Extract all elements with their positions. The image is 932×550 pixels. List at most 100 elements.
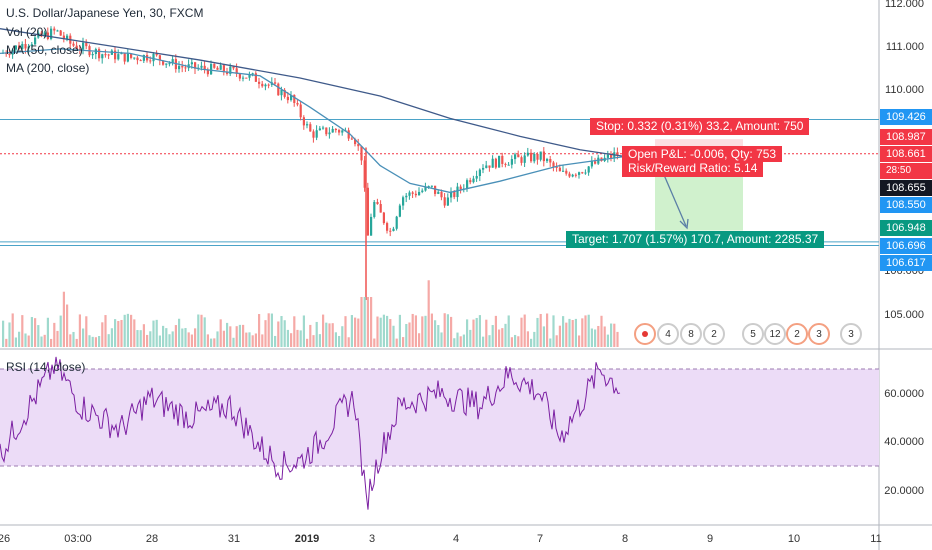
ma50-indicator-label[interactable]: MA (50, close) [6,43,83,57]
volume-bar [43,334,46,347]
candle-body [526,152,529,156]
candle-body [610,154,613,159]
candle-body [376,202,379,205]
volume-bar [443,313,446,347]
time-axis-label: 2019 [294,533,320,545]
candle-body [248,74,251,78]
time-axis-label: 11 [870,533,882,545]
candle-body [382,212,385,224]
candle-body [53,28,56,31]
volume-bar [8,322,11,347]
candle-body [405,195,408,198]
price-tag-last[interactable]: 108.661 [880,146,932,162]
candle-body [126,53,129,62]
price-tag-current[interactable]: 108.655 [880,180,932,196]
candle-body [472,178,475,183]
position-risk-reward-label[interactable]: Risk/Reward Ratio: 5.14 [622,161,764,177]
event-marker[interactable] [634,323,656,345]
volume-bar [62,291,65,347]
candle-body [232,66,235,69]
candle-body [190,62,193,65]
volume-bar [434,320,437,347]
event-marker[interactable]: 2 [703,323,725,345]
candle-body [507,164,510,166]
volume-bar [533,331,536,347]
volume-indicator-label[interactable]: Vol (20) [6,25,48,39]
volume-bar [24,333,27,347]
volume-bar [178,318,181,347]
candle-body [402,197,405,206]
candle-body [427,186,430,188]
candle-body [206,69,209,75]
position-stop-label[interactable]: Stop: 0.332 (0.31%) 33.2, Amount: 750 [590,118,810,135]
volume-bar [526,331,529,347]
candle-body [533,153,536,162]
volume-bar [344,316,347,347]
symbol-title[interactable]: U.S. Dollar/Japanese Yen, 30, FXCM [6,6,204,20]
volume-bar [430,313,433,347]
candle-body [482,167,485,170]
volume-bar [427,280,430,347]
candle-body [350,138,353,140]
candle-body [91,54,94,56]
candle-body [475,175,478,179]
price-tag-line[interactable]: 106.617 [880,255,932,271]
candle-body [85,42,88,47]
event-marker[interactable]: 2 [786,323,808,345]
price-tag-target[interactable]: 106.948 [880,220,932,236]
rsi-indicator-label[interactable]: RSI (14, close) [6,360,86,374]
volume-bar [216,331,219,347]
volume-bar [133,319,136,347]
rsi-line [0,356,621,510]
candle-body [130,53,133,58]
volume-bar [66,304,69,347]
event-marker[interactable]: 3 [840,323,862,345]
volume-bar [30,317,33,347]
ma200-indicator-label[interactable]: MA (200, close) [6,61,90,75]
price-tag-line[interactable]: 109.426 [880,109,932,125]
event-marker[interactable]: 8 [680,323,702,345]
candle-body [18,45,21,49]
volume-bar [142,324,145,347]
price-tag-line[interactable]: 106.696 [880,238,932,254]
candle-body [523,155,526,163]
event-marker[interactable]: 4 [657,323,679,345]
event-marker[interactable]: 12 [764,323,786,345]
candle-body [530,152,533,162]
candle-body [181,66,184,68]
candle-body [370,216,373,236]
volume-bar [50,338,53,347]
volume-bar [293,316,296,347]
candle-body [469,180,472,183]
event-marker[interactable]: 5 [742,323,764,345]
candle-body [357,144,360,147]
candle-body [114,50,117,60]
position-pnl-label[interactable]: Open P&L: -0.006, Qty: 753 [622,146,783,162]
volume-bar [549,338,552,347]
price-tag-stop[interactable]: 108.987 [880,129,932,145]
candle-body [578,172,581,175]
volume-bar [162,325,165,347]
event-marker[interactable]: 3 [808,323,830,345]
candle-body [280,89,283,96]
volume-bar [206,334,209,347]
volume-bar [315,321,318,347]
volume-bar [296,329,299,347]
volume-bar [325,322,328,347]
volume-bar [254,333,257,347]
volume-bar [120,319,123,347]
volume-bar [18,331,21,347]
volume-bar [94,337,97,347]
volume-bar [136,330,139,347]
volume-bar [165,328,168,347]
candle-body [322,127,325,129]
price-tag-line[interactable]: 108.550 [880,197,932,213]
volume-bar [536,317,539,347]
position-target-label[interactable]: Target: 1.707 (1.57%) 170.7, Amount: 228… [566,231,825,248]
candle-body [261,83,264,87]
candle-body [536,153,539,160]
candle-body [245,77,248,79]
candle-body [552,162,555,167]
candle-body [34,37,37,45]
